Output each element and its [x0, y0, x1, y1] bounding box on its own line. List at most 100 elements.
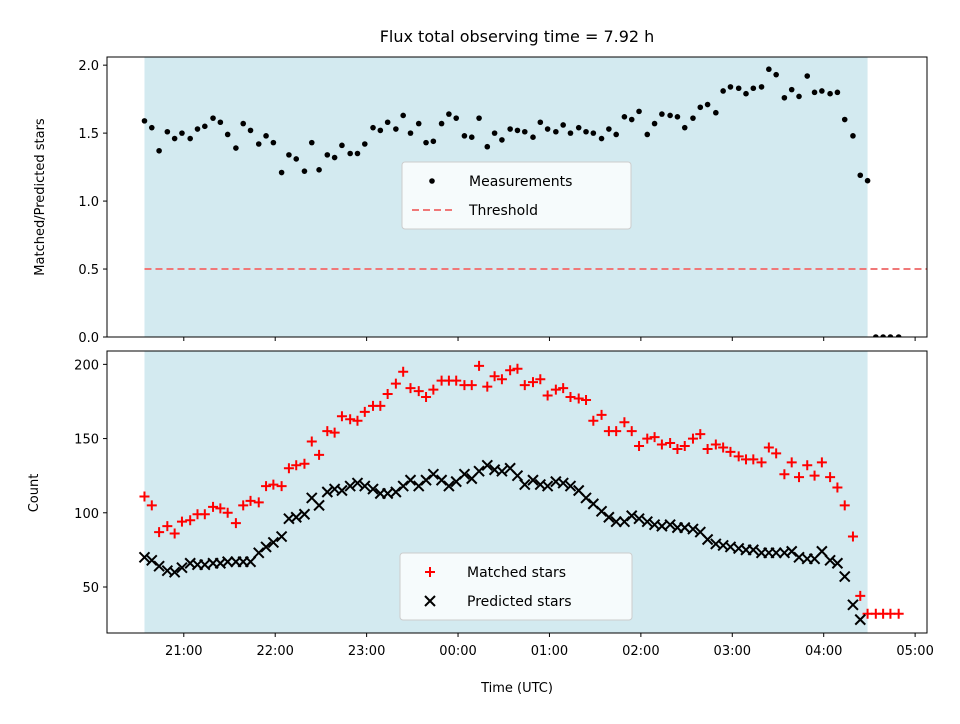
- matched-point: [322, 426, 333, 437]
- legend-marker-matched: [425, 567, 435, 577]
- measurement-point: [407, 130, 414, 136]
- x-tick-label: 05:00: [896, 644, 933, 659]
- chart-title: Flux total observing time = 7.92 h: [380, 27, 655, 46]
- predicted-point: [321, 486, 334, 498]
- measurement-point: [339, 142, 345, 149]
- x-tick-label: 00:00: [439, 644, 476, 659]
- measurement-point: [301, 168, 308, 174]
- measurement-point: [453, 115, 460, 121]
- measurement-point: [377, 127, 384, 134]
- predicted-point: [641, 515, 653, 528]
- matched-point: [565, 392, 576, 403]
- measurement-point: [514, 127, 521, 134]
- measurement-point: [393, 126, 399, 132]
- matched-point: [679, 440, 690, 451]
- matched-point: [626, 426, 637, 437]
- legend-label: Threshold: [468, 203, 538, 219]
- plot-area-bottom: [138, 360, 904, 626]
- measurement-point: [194, 126, 201, 132]
- measurement-point: [613, 131, 619, 138]
- measurement-point: [263, 133, 269, 139]
- matched-point: [413, 386, 424, 397]
- x-tick-label: 03:00: [714, 644, 751, 659]
- predicted-point: [367, 483, 379, 495]
- measurement-point: [720, 88, 726, 94]
- matched-point: [649, 432, 660, 443]
- matched-point: [169, 528, 180, 539]
- y-tick-label-top: 0.0: [78, 331, 99, 346]
- measurement-point: [476, 115, 482, 121]
- measurement-point: [819, 88, 825, 94]
- legend-bottom: Matched stars Predicted stars: [399, 552, 633, 621]
- measurement-point: [255, 141, 262, 147]
- predicted-point: [816, 545, 828, 558]
- matched-point: [809, 470, 820, 481]
- measurement-point: [827, 90, 833, 97]
- predicted-point: [496, 465, 508, 477]
- predicted-point: [359, 480, 371, 492]
- predicted-point: [244, 556, 257, 568]
- matched-point: [725, 446, 736, 457]
- matched-point: [893, 608, 904, 619]
- measurement-point: [521, 128, 528, 135]
- measurement-point: [864, 177, 871, 184]
- measurement-point: [796, 93, 802, 100]
- measurement-point: [704, 101, 711, 108]
- measurement-point: [713, 109, 719, 116]
- matched-point: [611, 426, 622, 437]
- x-axis-label: Time (UTC): [480, 681, 553, 696]
- matched-point: [253, 497, 264, 508]
- predicted-point: [473, 465, 485, 477]
- matched-point: [474, 360, 485, 371]
- y-tick-label-bottom: 150: [74, 433, 99, 448]
- predicted-point: [610, 515, 622, 528]
- top-y-axis-label: Matched/Predicted stars: [33, 118, 48, 276]
- matched-point: [489, 371, 500, 382]
- matched-point: [291, 460, 302, 471]
- measurement-point: [766, 66, 772, 73]
- matched-point: [596, 409, 607, 420]
- measurement-point: [347, 150, 353, 157]
- measurement-point: [430, 138, 437, 145]
- matched-point: [208, 501, 219, 512]
- matched-point: [687, 433, 698, 444]
- measurement-point: [628, 116, 635, 123]
- matched-point: [238, 500, 249, 511]
- measurement-point: [210, 115, 216, 121]
- measurement-point: [187, 135, 193, 142]
- measurement-point: [834, 89, 841, 96]
- predicted-point: [854, 613, 866, 626]
- matched-point: [839, 500, 850, 511]
- measurement-point: [674, 114, 681, 120]
- legend-label: Measurements: [469, 174, 572, 190]
- predicted-point: [267, 536, 280, 549]
- measurement-point: [727, 84, 734, 90]
- matched-point: [665, 438, 676, 449]
- matched-point: [771, 448, 782, 459]
- predicted-point: [481, 459, 493, 471]
- measurement-point: [644, 131, 651, 138]
- measurement-point: [308, 139, 315, 146]
- matched-point: [802, 460, 813, 471]
- predicted-point: [824, 554, 836, 566]
- measurement-point: [598, 135, 605, 142]
- predicted-point: [626, 510, 638, 522]
- predicted-point: [541, 480, 554, 492]
- measurement-point: [202, 123, 208, 130]
- measurement-point: [247, 127, 254, 134]
- predicted-point: [427, 468, 440, 480]
- matched-point: [558, 383, 569, 394]
- measurement-point: [148, 124, 155, 131]
- measurement-point: [667, 112, 673, 119]
- measurement-point: [781, 94, 788, 101]
- measurement-point: [499, 137, 505, 143]
- series-measurements: [141, 66, 902, 337]
- matched-point: [390, 378, 401, 389]
- matched-point: [550, 384, 561, 395]
- matched-point: [451, 375, 462, 386]
- predicted-point: [336, 484, 348, 497]
- y-tick-label-bottom: 200: [74, 358, 99, 373]
- predicted-point: [557, 477, 569, 489]
- matched-point: [185, 515, 196, 526]
- measurement-point: [857, 172, 864, 179]
